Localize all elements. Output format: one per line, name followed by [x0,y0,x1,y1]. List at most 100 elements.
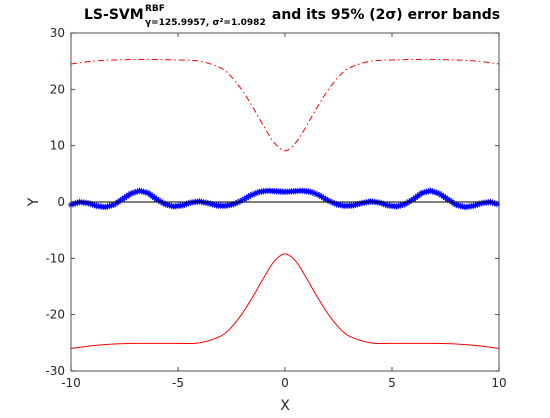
asterisk-marker [239,197,246,204]
asterisk-marker [104,203,111,210]
asterisk-marker [450,200,458,207]
x-tick-label: 10 [491,376,506,390]
asterisk-marker [161,201,169,208]
asterisk-marker [129,189,137,197]
x-tick-label: 5 [388,376,396,390]
asterisk-marker [164,201,171,209]
asterisk-marker [423,188,430,196]
title-superscript: RBF [145,4,165,14]
asterisk-marker [108,202,115,209]
asterisk-marker [132,188,139,196]
asterisk-marker [125,191,132,199]
asterisk-marker [459,203,466,210]
asterisk-marker [453,201,460,209]
asterisk-marker [444,195,451,203]
asterisk-marker [181,201,188,208]
asterisk-marker [318,193,325,200]
asterisk-marker [455,202,462,209]
asterisk-marker [166,202,173,209]
asterisk-marker [307,188,314,196]
lower-error-band [70,253,500,349]
asterisk-marker [395,202,402,210]
asterisk-marker [322,195,329,203]
asterisk-marker [89,201,96,208]
asterisk-marker [91,202,98,209]
asterisk-marker [140,188,147,196]
asterisk-marker [87,200,94,208]
asterisk-marker [474,201,481,208]
upper-error-band [70,58,500,152]
asterisk-marker [309,189,317,196]
asterisk-marker [446,197,453,204]
asterisk-marker [204,199,212,207]
asterisk-marker [247,192,254,199]
asterisk-marker [352,201,359,209]
asterisk-marker [74,199,81,206]
plot-data-layer [67,58,501,349]
y-tick-label: 30 [50,26,65,40]
title-subscript: γ=125.9957, σ²=1.0982 [145,18,266,28]
asterisk-marker [236,198,244,205]
asterisk-marker [403,199,411,207]
asterisk-marker [470,202,477,210]
asterisk-marker [69,200,77,208]
asterisk-marker [241,195,248,203]
asterisk-marker [230,201,237,208]
asterisk-marker [489,199,496,206]
asterisk-marker [117,197,124,204]
asterisk-marker [249,191,257,198]
asterisk-marker [350,202,357,209]
asterisk-marker [378,200,385,207]
asterisk-marker [399,201,406,209]
asterisk-marker [153,195,160,203]
asterisk-marker [155,197,162,204]
asterisk-marker [251,190,259,197]
asterisk-marker [491,200,498,207]
asterisk-marker [331,200,338,207]
asterisk-marker [84,199,92,207]
asterisk-marker [429,188,436,195]
asterisk-marker [136,187,143,194]
asterisk-marker [183,200,190,208]
asterisk-marker [380,200,387,208]
asterisk-marker [472,202,479,209]
asterisk-marker [354,201,361,208]
axis-ticks: -10 -5 0 5 10 -30 -20 -10 0 10 20 30 [45,26,506,390]
asterisk-marker [320,194,327,201]
y-tick-label: 0 [57,195,65,209]
asterisk-marker [185,200,192,207]
asterisk-marker [142,189,150,196]
y-axis-label: Y [26,197,42,207]
asterisk-marker [397,202,404,209]
asterisk-marker [211,201,218,209]
asterisk-marker [159,199,167,207]
asterisk-marker [127,190,135,197]
asterisk-marker [313,191,321,198]
asterisk-marker [442,194,449,201]
asterisk-marker [119,195,126,203]
asterisk-marker [311,190,319,197]
asterisk-marker [476,200,483,208]
asterisk-marker [408,197,415,204]
x-tick-label: 0 [281,376,289,390]
y-tick-label: -30 [45,364,65,378]
asterisk-marker [106,202,113,210]
asterisk-marker [243,194,250,201]
asterisk-marker [425,188,432,195]
asterisk-marker [179,202,186,209]
asterisk-marker [438,191,445,199]
asterisk-marker [102,203,109,211]
asterisk-marker [138,188,145,195]
asterisk-marker [206,200,214,207]
y-tick-label: 10 [50,139,65,153]
chart-title: LS-SVM RBF γ=125.9957, σ²=1.0982 and its… [84,4,500,28]
asterisk-marker [123,193,130,200]
asterisk-marker [356,200,364,207]
x-tick-label: -10 [61,376,81,390]
asterisk-marker [168,202,175,210]
asterisk-marker [121,194,128,201]
asterisk-marker [72,200,79,207]
asterisk-marker [435,190,443,197]
